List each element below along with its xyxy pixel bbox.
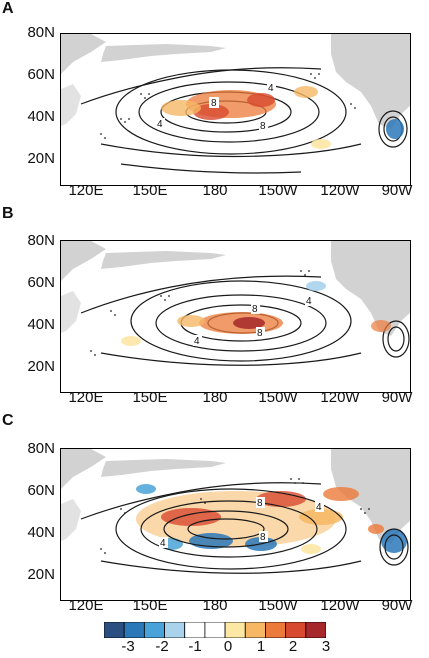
panel-a-contour-label-1: 8 [211,98,217,109]
colorbar-tick-label: 2 [288,638,298,655]
panel-b-lat-60n: 60N [27,274,55,291]
panel-a-lon-90w: 90W [381,182,413,199]
colorbar-segment [244,622,266,638]
panel-a-contour-label-0: 4 [157,119,163,130]
panel-b-lon-180: 180 [202,389,228,406]
panel-c-contour-label-0: 4 [160,538,166,549]
panel-c-contour-label-1: 8 [257,498,263,509]
panel-c-lat-40n: 40N [27,524,55,541]
colorbar-segment [285,622,307,638]
colorbar-tick-label: -1 [188,638,202,655]
panel-a-contour-label-3: 4 [268,83,274,94]
panel-b-lat-20n: 20N [27,358,55,375]
panel-c-lat-60n: 60N [27,482,55,499]
colorbar-segment [143,622,165,638]
panel-b-stipple [90,270,310,356]
panel-c-lon-150e: 150E [132,597,168,614]
colorbar-segment [305,622,326,638]
panel-a-lon-180: 180 [202,182,228,199]
panel-c-lon-120w: 120W [320,597,360,614]
panel-b-letter: B [2,205,14,222]
panel-c-lon-150w: 150W [258,597,298,614]
panel-a-letter: A [2,0,14,17]
panel-a-lon-120w: 120W [320,182,360,199]
panel-b-lon-120e: 120E [68,389,104,406]
panel-c-lon-90w: 90W [381,597,413,614]
colorbar-tick-label: -3 [121,638,135,655]
panel-a-stipple [100,73,356,139]
colorbar-segment [104,622,125,638]
panel-a-map: 8 4 4 8 [60,33,411,186]
panel-c-contour-label-2: 8 [260,532,266,543]
panel-b-contour-label-0: 4 [194,336,200,347]
panel-b-contour-label-1: 8 [252,304,258,315]
panel-c-contour-label-3: 4 [316,502,322,513]
panel-a-lon-150e: 150E [132,182,168,199]
panel-c-lat-80n: 80N [27,440,55,457]
panel-c-letter: C [2,412,14,429]
colorbar-segment [224,622,246,638]
panel-a-lon-120e: 120E [68,182,104,199]
panel-a-lat-60n: 60N [27,66,55,83]
panel-c-svg: 8 8 4 4 [61,449,410,574]
colorbar-segment [265,622,287,638]
colorbar-tick-label: -2 [155,638,169,655]
colorbar [104,622,326,638]
panel-c-map: 8 8 4 4 [60,448,411,601]
colorbar-segment [204,622,226,638]
panel-c-lon-180: 180 [202,597,228,614]
colorbar-tick-label: 0 [223,638,233,655]
panel-b-lon-150w: 150W [258,389,298,406]
panel-b-contour-label-3: 4 [306,296,312,307]
panel-a-lon-150w: 150W [258,182,298,199]
panel-b-contour-label-2: 8 [257,328,263,339]
colorbar-tick-label: 3 [321,638,331,655]
panel-a-contour-label-2: 8 [260,121,266,132]
panel-a-lat-40n: 40N [27,108,55,125]
colorbar-segment [184,622,206,638]
panel-b-lon-150e: 150E [132,389,168,406]
colorbar-segment [123,622,145,638]
panel-b-svg: 8 8 4 4 [61,241,410,366]
panel-b-lon-90w: 90W [381,389,413,406]
panel-b-map: 8 8 4 4 [60,240,411,393]
panel-c-lon-120e: 120E [68,597,104,614]
panel-b-lat-80n: 80N [27,232,55,249]
panel-b-lon-120w: 120W [320,389,360,406]
panel-a-lat-80n: 80N [27,24,55,41]
colorbar-segment [164,622,186,638]
panel-b-lat-40n: 40N [27,316,55,333]
panel-a-svg: 8 4 4 8 [61,34,410,174]
panel-c-stipple [100,478,370,554]
panel-a-lat-20n: 20N [27,150,55,167]
colorbar-tick-label: 1 [256,638,266,655]
panel-c-lat-20n: 20N [27,566,55,583]
